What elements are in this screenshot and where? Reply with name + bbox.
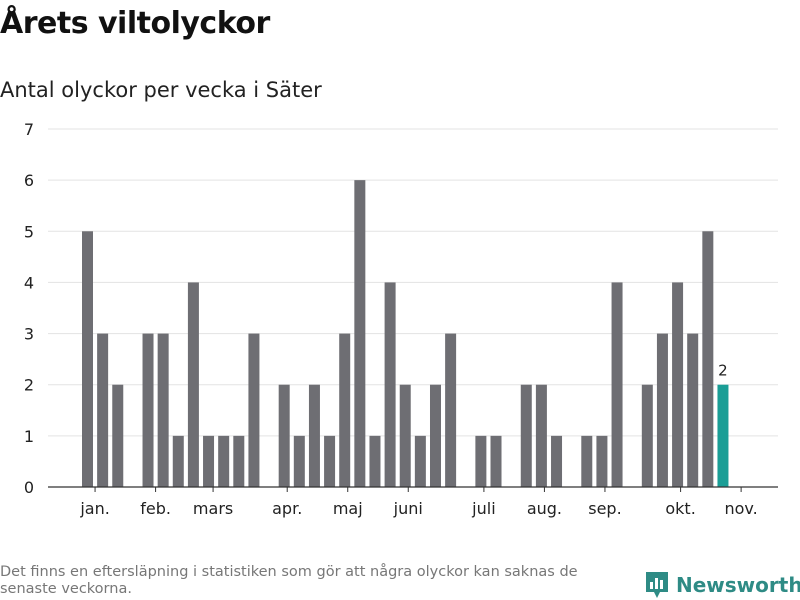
brand-logo: Newsworthy [644,570,800,600]
bar [248,333,260,487]
grid-lines [48,128,778,437]
bar [702,231,714,487]
bar [611,282,623,487]
bar [233,435,245,487]
bar [324,435,336,487]
x-tick-label: jan. [79,499,109,518]
bar [475,435,487,487]
bars: 2 [82,180,729,487]
bar-highlight [717,384,729,487]
x-tick-label: mars [193,499,233,518]
x-tick-label: okt. [665,499,695,518]
bar [490,435,502,487]
x-tick-label: apr. [272,499,302,518]
x-tick-label: sep. [588,499,621,518]
bar [278,384,290,487]
x-tick-label: maj [333,499,363,518]
y-tick-label: 0 [24,478,34,497]
bar [384,282,396,487]
bar [687,333,699,487]
y-tick-label: 6 [24,171,34,190]
x-tick-label: feb. [140,499,171,518]
bar [82,231,93,487]
bar [339,333,351,487]
bar [203,435,215,487]
bar [414,435,426,487]
bar [520,384,532,487]
footnote: Det finns en eftersläpning i statistiken… [0,564,578,597]
bar [354,180,366,487]
chart-title: Årets viltolyckor [0,6,270,41]
y-tick-label: 2 [24,376,34,395]
bar [369,435,381,487]
bar [551,435,563,487]
y-axis-ticks: 0 1 2 3 4 5 6 7 [24,120,34,497]
bar [172,435,184,487]
bar [187,282,199,487]
bar [672,282,684,487]
brand-name: Newsworthy [676,573,800,597]
bar [218,435,230,487]
bar [157,333,169,487]
y-tick-label: 7 [24,120,34,139]
y-tick-label: 1 [24,427,34,446]
bar [308,384,320,487]
bar [535,384,547,487]
y-tick-label: 3 [24,325,34,344]
x-tick-label: juli [471,499,495,518]
bar [581,435,593,487]
y-tick-label: 5 [24,222,34,241]
newsworthy-icon [646,572,668,598]
bar [112,384,124,487]
chart-subtitle: Antal olyckor per vecka i Säter [0,78,322,102]
bar-chart: 0 1 2 3 4 5 6 7 2 jan. feb. mars apr. maj juni juli au… [24,120,778,518]
bar [641,384,653,487]
bar [293,435,305,487]
bar [445,333,457,487]
y-tick-label: 4 [24,273,34,292]
bar [596,435,608,487]
bar [656,333,668,487]
bar [142,333,154,487]
x-tick-label: nov. [724,499,757,518]
bar-value-label: 2 [718,362,728,380]
bar [97,333,109,487]
bar [399,384,411,487]
x-tick-label: aug. [527,499,562,518]
x-axis-ticks: jan. feb. mars apr. maj juni juli aug. sep. okt. n… [79,487,758,518]
x-tick-label: juni [393,499,423,518]
bar [429,384,441,487]
